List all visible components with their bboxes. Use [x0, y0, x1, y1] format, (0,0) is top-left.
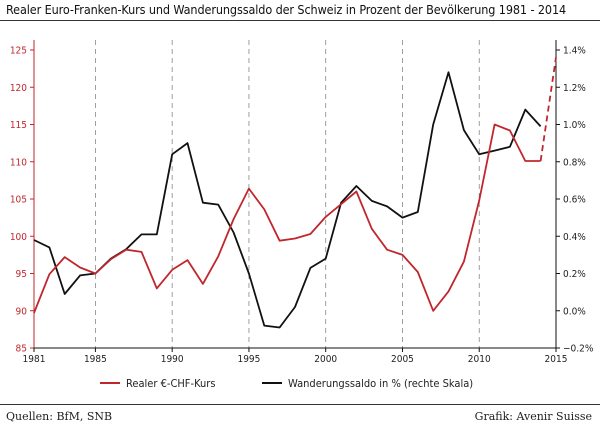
right-tick-label: 0.4%: [563, 232, 586, 243]
axes: [33, 40, 557, 349]
series-line-eur-chf-projection: [539, 57, 557, 162]
x-tick-label: 1990: [161, 354, 184, 365]
right-tick-label: 1.4%: [563, 46, 586, 57]
series-line-wanderungssaldo: [33, 71, 542, 329]
x-tick-label: 2005: [391, 354, 414, 365]
x-tick-label: 2000: [314, 354, 337, 365]
x-tick-label: 1995: [237, 354, 260, 365]
right-tick-label: 0.0%: [563, 306, 586, 317]
left-tick-label: 100: [10, 232, 27, 243]
chart-title: Realer Euro-Franken-Kurs und Wanderungss…: [6, 2, 567, 17]
series-line-eur-chf: [33, 123, 541, 314]
left-tick-label: 95: [16, 269, 27, 280]
x-tick-label: 2015: [545, 354, 568, 365]
source-note: Quellen: BfM, SNB: [6, 410, 113, 423]
right-tick-label: 0.6%: [563, 195, 586, 206]
series-layer: [33, 57, 557, 329]
footer-divider: [0, 404, 600, 405]
axis-ticks: 85 90 95 100 105 110 115 120 125 −0.2% 0.0% 0.2% 0.4…: [10, 46, 594, 366]
title-divider: [0, 20, 600, 21]
left-tick-label: 120: [10, 83, 27, 94]
right-tick-label: 0.8%: [563, 157, 586, 168]
legend-label-wanderungssaldo: Wanderungssaldo in % (rechte Skala): [288, 377, 473, 390]
left-tick-label: 85: [16, 344, 27, 355]
credit-note: Grafik: Avenir Suisse: [474, 410, 592, 423]
legend: Realer €-CHF-Kurs Wanderungssaldo in % (r…: [100, 377, 473, 390]
line-chart: 85 90 95 100 105 110 115 120 125 −0.2% 0.0% 0.2% 0.4…: [10, 40, 594, 390]
x-tick-label: 2010: [468, 354, 491, 365]
x-tick-label: 1981: [23, 354, 46, 365]
left-tick-label: 110: [10, 157, 27, 168]
left-tick-label: 90: [16, 306, 28, 317]
legend-label-eur-chf: Realer €-CHF-Kurs: [126, 377, 216, 390]
right-tick-label: −0.2%: [563, 344, 594, 355]
right-tick-label: 1.0%: [563, 120, 586, 131]
x-tick-label: 1985: [84, 354, 107, 365]
right-tick-label: 0.2%: [563, 269, 586, 280]
left-tick-label: 115: [10, 120, 27, 131]
left-tick-label: 105: [10, 195, 27, 206]
right-tick-label: 1.2%: [563, 83, 586, 94]
left-tick-label: 125: [10, 46, 27, 57]
